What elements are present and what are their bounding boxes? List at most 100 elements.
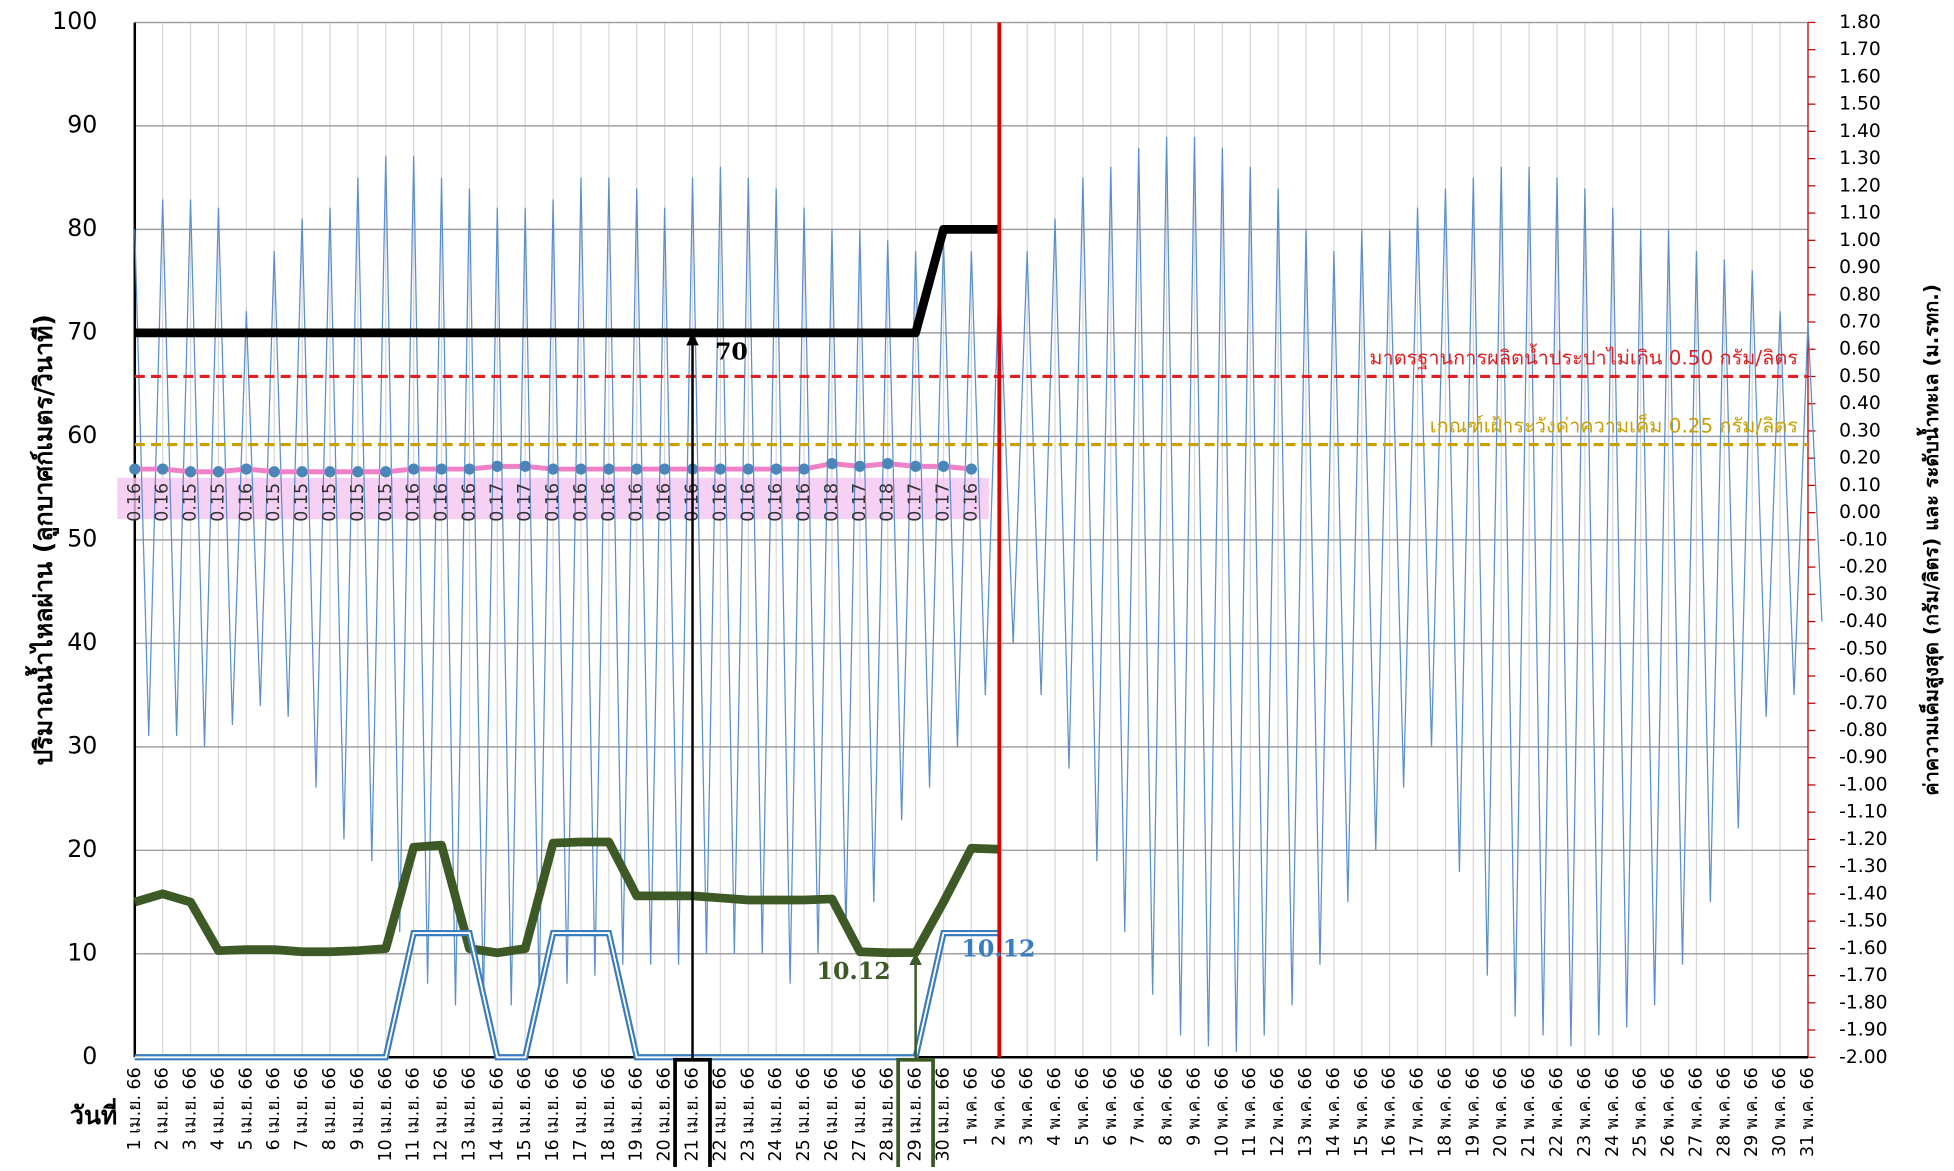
x-tick-label: 6 พ.ค. 66 bbox=[1101, 1067, 1121, 1146]
series-marker bbox=[659, 463, 671, 475]
y-axis-title: ปริมาณน้ำไหลผ่าน (ลูกบาศก์เมตร/วินาที) bbox=[24, 314, 60, 765]
x-tick-label: 8 เม.ย. 66 bbox=[320, 1067, 340, 1150]
series-marker bbox=[826, 458, 838, 470]
y2-tick-label: 0.80 bbox=[1839, 284, 1881, 305]
x-tick-label: 30 เม.ย. 66 bbox=[934, 1067, 954, 1161]
data-label: 0.16 bbox=[766, 483, 786, 522]
tide-line bbox=[134, 136, 1823, 1052]
y-tick-label: 30 bbox=[67, 731, 97, 759]
y2-tick-label: 1.80 bbox=[1839, 12, 1881, 33]
y2-tick-label: 0.60 bbox=[1839, 339, 1881, 360]
x-tick-label: 15 พ.ค. 66 bbox=[1352, 1067, 1372, 1157]
x-tick-label: 9 พ.ค. 66 bbox=[1184, 1067, 1204, 1146]
x-tick-label: 25 พ.ค. 66 bbox=[1631, 1067, 1651, 1157]
x-tick-label: 7 เม.ย. 66 bbox=[292, 1067, 312, 1150]
y2-tick-label: -1.70 bbox=[1839, 965, 1887, 986]
x-tick-label: 31 พ.ค. 66 bbox=[1798, 1067, 1818, 1157]
y2-tick-label: 1.60 bbox=[1839, 66, 1881, 87]
series-line-inner bbox=[134, 932, 1000, 1059]
y2-tick-label: -2.00 bbox=[1839, 1047, 1887, 1068]
y2-tick-label: -1.60 bbox=[1839, 938, 1887, 959]
annotation-arrowhead bbox=[686, 332, 699, 346]
series-marker bbox=[742, 463, 754, 475]
y2-tick-label: 1.40 bbox=[1839, 121, 1881, 142]
x-tick-label: 12 พ.ค. 66 bbox=[1268, 1067, 1288, 1157]
x-tick-label: 21 เม.ย. 66 bbox=[683, 1067, 703, 1161]
y2-tick-label: 0.90 bbox=[1839, 257, 1881, 278]
series-marker bbox=[854, 460, 866, 472]
series-marker bbox=[324, 466, 336, 478]
y2-tick-label: -1.90 bbox=[1839, 1020, 1887, 1041]
series-marker bbox=[965, 463, 977, 475]
data-label: 0.15 bbox=[208, 483, 228, 522]
annotation-text: 10.12 bbox=[961, 935, 1035, 963]
x-tick-label: 9 เม.ย. 66 bbox=[348, 1067, 368, 1150]
x-tick-label: 15 เม.ย. 66 bbox=[515, 1067, 535, 1161]
series-marker bbox=[240, 463, 252, 475]
series-marker bbox=[212, 466, 225, 478]
data-label: 0.17 bbox=[850, 483, 870, 522]
x-tick-label: 18 พ.ค. 66 bbox=[1435, 1067, 1455, 1157]
annotation-arrowhead bbox=[909, 952, 922, 966]
data-label: 0.17 bbox=[906, 483, 926, 522]
data-label: 0.16 bbox=[738, 483, 758, 522]
data-label: 0.16 bbox=[710, 483, 730, 522]
x-tick-label: 23 พ.ค. 66 bbox=[1575, 1067, 1595, 1157]
series-line bbox=[134, 225, 1000, 338]
x-tick-label: 1 เม.ย. 66 bbox=[125, 1067, 145, 1150]
y-tick-label: 40 bbox=[67, 628, 97, 656]
series-marker bbox=[268, 466, 280, 478]
data-label: 0.16 bbox=[627, 483, 647, 522]
data-label: 0.15 bbox=[348, 483, 368, 522]
x-tick-label: 20 พ.ค. 66 bbox=[1491, 1067, 1511, 1157]
data-label: 0.18 bbox=[822, 483, 842, 522]
y-tick-label: 60 bbox=[67, 421, 97, 449]
y-tick-label: 0 bbox=[82, 1042, 97, 1070]
data-label: 0.16 bbox=[236, 483, 256, 522]
series-marker bbox=[184, 466, 197, 478]
reference-label: เกณฑ์เฝ้าระวังค่าความเค็ม 0.25 กรัม/ลิตร bbox=[1430, 413, 1799, 438]
series-marker bbox=[798, 463, 810, 475]
x-tick-label: 22 เม.ย. 66 bbox=[710, 1067, 730, 1161]
series-marker bbox=[463, 463, 476, 475]
y-tick-label: 50 bbox=[67, 524, 97, 552]
x-tick-label: 4 เม.ย. 66 bbox=[208, 1067, 228, 1150]
series-line bbox=[133, 837, 1000, 958]
y2-tick-label: 0.20 bbox=[1839, 448, 1881, 469]
x-tick-label: 29 พ.ค. 66 bbox=[1742, 1067, 1762, 1157]
series-marker bbox=[296, 466, 308, 478]
y2-tick-label: 0.40 bbox=[1839, 393, 1881, 414]
x-tick-label: 19 เม.ย. 66 bbox=[627, 1067, 647, 1161]
data-label: 0.16 bbox=[794, 483, 814, 522]
y2-tick-label: 0.30 bbox=[1839, 420, 1881, 441]
annotation-text: 70 bbox=[715, 337, 748, 365]
y-tick-label: 10 bbox=[67, 938, 97, 966]
y2-tick-label: -1.50 bbox=[1839, 911, 1887, 932]
x-tick-label: 13 เม.ย. 66 bbox=[459, 1067, 479, 1161]
series-marker bbox=[547, 463, 559, 475]
series-marker bbox=[770, 463, 782, 475]
y2-tick-label: -1.00 bbox=[1839, 774, 1887, 795]
y2-tick-label: -0.10 bbox=[1839, 529, 1887, 550]
y2-tick-label: -0.50 bbox=[1839, 638, 1887, 659]
x-tick-label: 19 พ.ค. 66 bbox=[1463, 1067, 1483, 1157]
x-tick-label: 26 เม.ย. 66 bbox=[822, 1067, 842, 1161]
y-tick-label: 70 bbox=[67, 317, 97, 345]
data-label: 0.15 bbox=[181, 483, 201, 522]
x-tick-label: 22 พ.ค. 66 bbox=[1547, 1067, 1567, 1157]
series-marker bbox=[575, 463, 587, 475]
y2-tick-label: -1.40 bbox=[1839, 883, 1887, 904]
y2-tick-label: 0.00 bbox=[1839, 502, 1881, 523]
x-tick-label: 24 พ.ค. 66 bbox=[1603, 1067, 1623, 1157]
data-label: 0.16 bbox=[961, 483, 981, 522]
data-label: 0.17 bbox=[487, 483, 507, 522]
y2-tick-label: 1.70 bbox=[1839, 39, 1881, 60]
y-tick-label: 100 bbox=[52, 7, 97, 35]
x-axis-title: วันที่ bbox=[70, 1098, 117, 1130]
x-tick-label: 8 พ.ค. 66 bbox=[1157, 1067, 1177, 1146]
y2-tick-label: -1.30 bbox=[1839, 856, 1887, 877]
x-tick-label: 6 เม.ย. 66 bbox=[264, 1067, 284, 1150]
x-tick-label: 14 พ.ค. 66 bbox=[1324, 1067, 1344, 1157]
series-marker bbox=[714, 463, 727, 475]
